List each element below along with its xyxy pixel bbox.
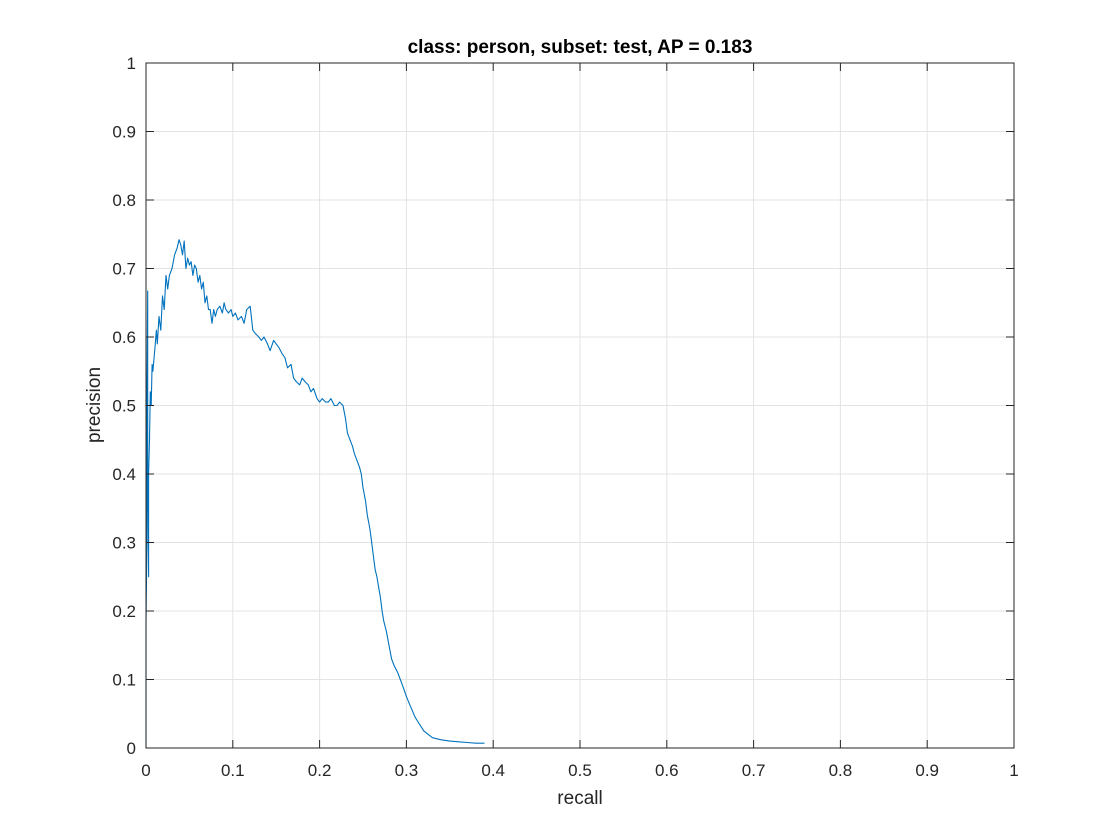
y-tick-label: 1 bbox=[127, 54, 136, 73]
chart-title: class: person, subset: test, AP = 0.183 bbox=[408, 37, 753, 58]
y-tick-label: 0.3 bbox=[112, 534, 136, 553]
y-tick-label: 0.1 bbox=[112, 671, 136, 690]
y-tick-label: 0.4 bbox=[112, 465, 136, 484]
x-axis-label: recall bbox=[557, 788, 602, 809]
x-tick-label: 0.7 bbox=[742, 761, 766, 780]
y-tick-label: 0.2 bbox=[112, 602, 136, 621]
x-tick-label: 0.8 bbox=[829, 761, 853, 780]
y-tick-label: 0.5 bbox=[112, 397, 136, 416]
grid bbox=[146, 63, 1014, 748]
y-axis-label: precision bbox=[84, 367, 105, 443]
ticks: 0 0.1 0.2 0.3 0.4 0.5 0.6 0.7 0.8 0.9 1 0 0.1 0.2 0.3 0… bbox=[112, 54, 1018, 780]
y-tick-label: 0.7 bbox=[112, 260, 136, 279]
precision-recall-curve bbox=[145, 239, 485, 748]
x-tick-label: 0.5 bbox=[568, 761, 592, 780]
x-tick-label: 1 bbox=[1009, 761, 1018, 780]
y-tick-label: 0.8 bbox=[112, 191, 136, 210]
x-tick-label: 0 bbox=[141, 761, 150, 780]
y-tick-label: 0 bbox=[127, 739, 136, 758]
x-tick-label: 0.1 bbox=[221, 761, 245, 780]
x-tick-label: 0.3 bbox=[395, 761, 419, 780]
y-tick-label: 0.6 bbox=[112, 328, 136, 347]
x-tick-label: 0.2 bbox=[308, 761, 332, 780]
x-tick-label: 0.9 bbox=[915, 761, 939, 780]
y-tick-label: 0.9 bbox=[112, 123, 136, 142]
plot-lines bbox=[145, 239, 485, 748]
x-tick-label: 0.6 bbox=[655, 761, 679, 780]
x-tick-label: 0.4 bbox=[481, 761, 505, 780]
